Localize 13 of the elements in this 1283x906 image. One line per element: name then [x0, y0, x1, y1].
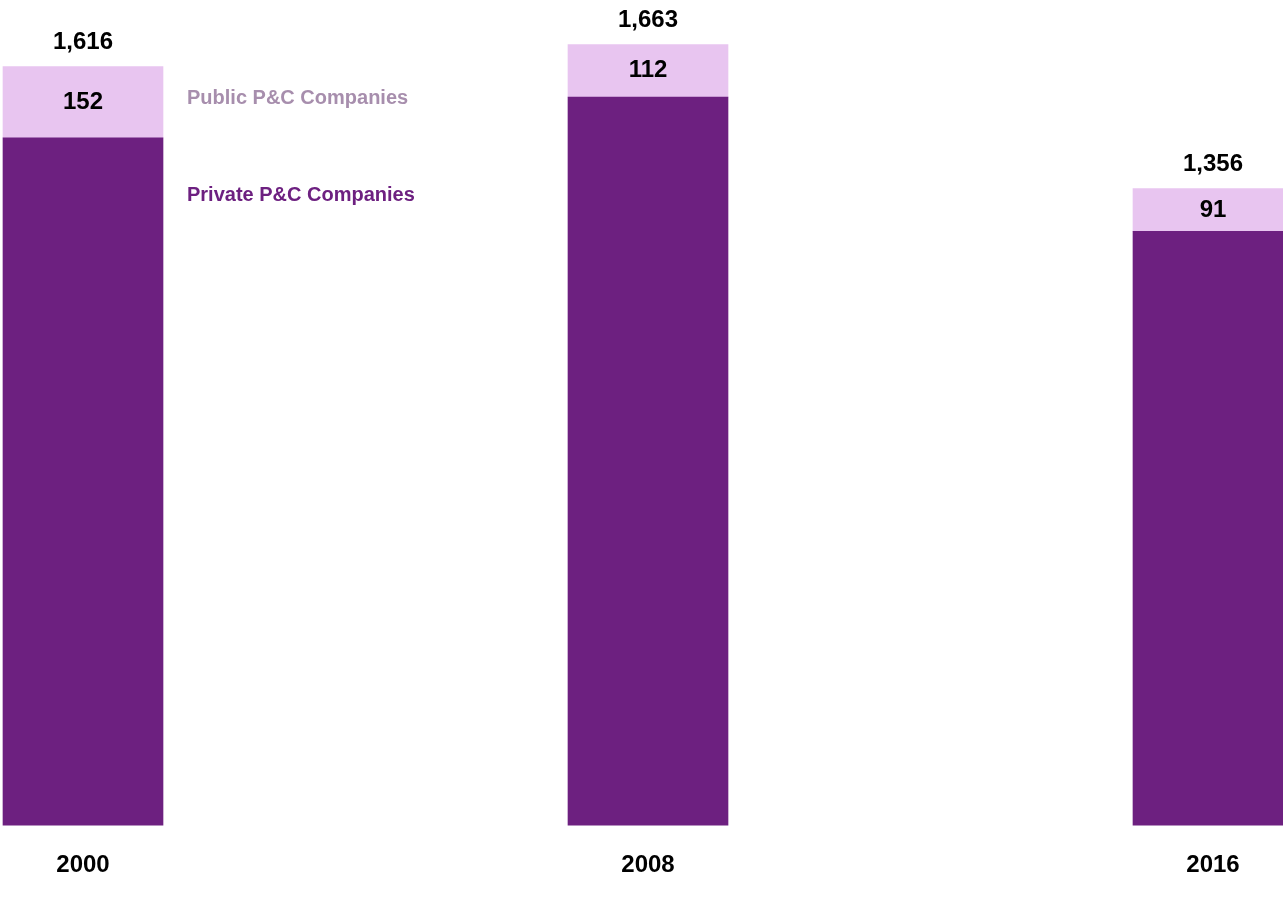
x-tick-label: 2016 [1186, 850, 1240, 878]
total-label: 1,663 [617, 5, 679, 33]
x-tick-label: 2000 [56, 850, 110, 878]
total-label: 1,356 [1182, 149, 1244, 177]
total-label: 1,616 [52, 27, 114, 55]
x-tick-label: 2008 [621, 850, 675, 878]
data-label: 91 [1199, 194, 1227, 222]
bar [2, 137, 164, 826]
series-label: Public P&C Companies [187, 85, 409, 108]
series-label: Private P&C Companies [187, 183, 415, 206]
data-label: 112 [628, 55, 668, 83]
data-label: 152 [62, 86, 104, 114]
bar [2, 66, 164, 139]
